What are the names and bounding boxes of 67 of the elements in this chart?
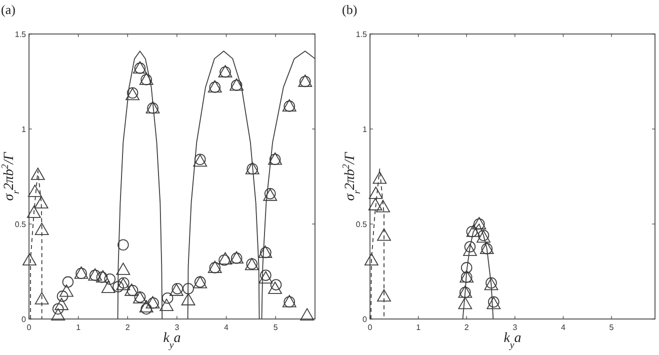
point <box>460 262 472 274</box>
chart-title: (a) <box>1 2 16 17</box>
point <box>26 206 41 218</box>
point <box>372 171 387 184</box>
x-tick-label: 3 <box>512 323 518 332</box>
point <box>258 271 273 284</box>
x-tick-label: 3 <box>174 323 180 332</box>
point <box>464 241 476 252</box>
point <box>51 308 66 321</box>
point <box>104 273 116 285</box>
point <box>62 276 74 288</box>
point <box>34 196 48 208</box>
point <box>22 253 36 266</box>
point <box>466 224 480 237</box>
point <box>140 303 152 315</box>
x-tick-label: 5 <box>273 323 278 332</box>
y-tick-label: 0 <box>362 315 368 324</box>
point <box>300 308 314 321</box>
point <box>364 253 378 266</box>
point <box>139 300 154 312</box>
x-tick-label: 1 <box>76 323 82 332</box>
y-tick-label: 1 <box>22 125 27 134</box>
point <box>60 284 74 297</box>
point <box>368 198 382 210</box>
point <box>218 254 230 266</box>
point <box>101 280 116 293</box>
x-axis-title: k$_{y}$a <box>504 331 522 350</box>
x-tick-label: 2 <box>125 323 130 332</box>
y-tick-label: 1.5 <box>356 30 368 39</box>
point <box>458 296 472 310</box>
x-tick-label: 4 <box>560 323 566 332</box>
x-axis-title: k$_{y}$a <box>163 331 181 350</box>
point <box>218 252 232 264</box>
point <box>466 226 478 238</box>
x-tick-label: 5 <box>609 323 614 332</box>
point <box>30 168 45 180</box>
point <box>118 239 129 251</box>
point <box>54 298 68 310</box>
point <box>172 282 184 294</box>
x-tick-label: 2 <box>464 323 470 332</box>
point <box>260 270 272 281</box>
point <box>181 293 196 306</box>
point <box>270 279 282 290</box>
point <box>377 228 391 241</box>
x-tick-label: 1 <box>416 323 422 332</box>
point <box>463 244 477 256</box>
point <box>34 222 49 236</box>
point <box>377 289 391 302</box>
point <box>268 282 282 294</box>
y-tick-label: 0.5 <box>14 220 27 229</box>
y-tick-label: 1 <box>362 125 368 134</box>
y-tick-label: 0 <box>22 315 27 324</box>
x-tick-label: 4 <box>224 323 230 332</box>
point <box>56 290 68 302</box>
point <box>368 186 383 199</box>
y-tick-label: 0.5 <box>356 220 368 229</box>
point <box>182 282 194 294</box>
point <box>376 200 390 212</box>
point <box>52 303 64 315</box>
point <box>116 262 130 275</box>
point <box>162 292 174 304</box>
point <box>160 298 174 312</box>
point <box>34 292 49 304</box>
y-tick-label: 1.5 <box>14 30 27 39</box>
chart-title: (b) <box>342 2 358 17</box>
point <box>169 284 184 296</box>
point <box>28 184 42 198</box>
